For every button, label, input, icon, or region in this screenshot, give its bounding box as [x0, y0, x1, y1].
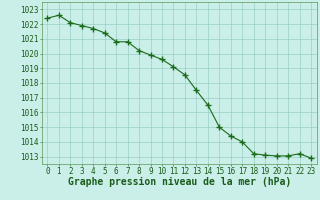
X-axis label: Graphe pression niveau de la mer (hPa): Graphe pression niveau de la mer (hPa): [68, 177, 291, 187]
